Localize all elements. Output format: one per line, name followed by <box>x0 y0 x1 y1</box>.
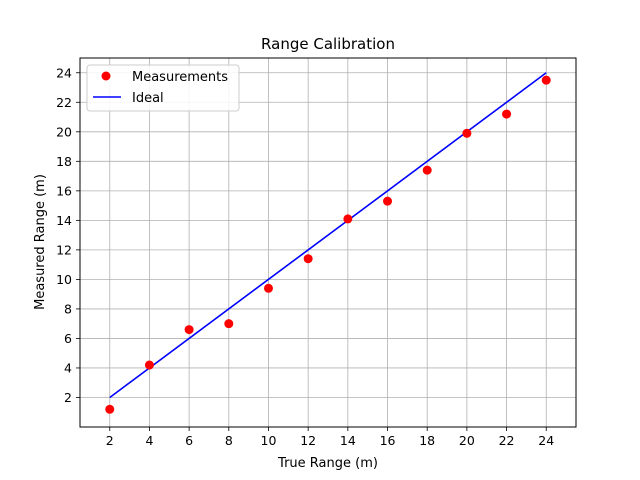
series-layer <box>105 72 551 414</box>
measurement-point <box>144 360 154 370</box>
measurement-point <box>541 75 551 85</box>
measurement-point <box>502 109 512 119</box>
legend-marker-measurements <box>101 71 111 81</box>
ideal-line <box>109 72 547 399</box>
measurement-point <box>422 165 432 175</box>
x-tick-label: 8 <box>225 433 233 448</box>
x-tick-label: 20 <box>459 433 475 448</box>
measurement-point <box>184 325 194 335</box>
measurement-point <box>303 254 313 264</box>
y-tick-label: 18 <box>56 154 72 169</box>
y-axis-label: Measured Range (m) <box>33 174 48 310</box>
x-axis-label: True Range (m) <box>277 456 378 471</box>
x-tick-label: 2 <box>106 433 114 448</box>
x-tick-label: 22 <box>499 433 515 448</box>
y-tick-label: 22 <box>56 95 72 110</box>
measurement-point <box>224 319 234 329</box>
x-tick-label: 4 <box>145 433 153 448</box>
y-tick-label: 4 <box>64 360 72 375</box>
x-tick-label: 18 <box>419 433 435 448</box>
measurement-point <box>105 404 115 414</box>
legend-label-ideal: Ideal <box>132 91 164 106</box>
legend-box <box>86 64 240 112</box>
y-tick-label: 16 <box>56 183 72 198</box>
x-tick-label: 14 <box>340 433 356 448</box>
legend-label-measurements: Measurements <box>132 70 228 85</box>
y-tick-label: 10 <box>56 272 72 287</box>
y-tick-label: 24 <box>56 65 72 80</box>
measurement-point <box>343 214 353 224</box>
y-tick-label: 12 <box>56 242 72 257</box>
chart-title: Range Calibration <box>261 35 395 53</box>
measurement-point <box>462 128 472 138</box>
y-tick-label: 2 <box>64 390 72 405</box>
x-tick-label: 6 <box>185 433 193 448</box>
x-tick-label: 24 <box>538 433 554 448</box>
y-tick-label: 8 <box>64 301 72 316</box>
y-tick-label: 14 <box>56 213 72 228</box>
plot-frame <box>79 57 577 428</box>
y-tick-label: 20 <box>56 124 72 139</box>
y-tick-label: 6 <box>64 331 72 346</box>
measurement-point <box>383 196 393 206</box>
measurement-point <box>263 283 273 293</box>
legend: Measurements Ideal <box>86 64 240 112</box>
x-tick-label: 10 <box>261 433 277 448</box>
x-tick-label: 12 <box>300 433 316 448</box>
plot-area-background <box>80 58 576 427</box>
grid <box>80 58 576 427</box>
x-axis: 2 4 6 8 10 12 14 16 18 20 22 24 <box>106 427 554 448</box>
x-tick-label: 16 <box>380 433 396 448</box>
